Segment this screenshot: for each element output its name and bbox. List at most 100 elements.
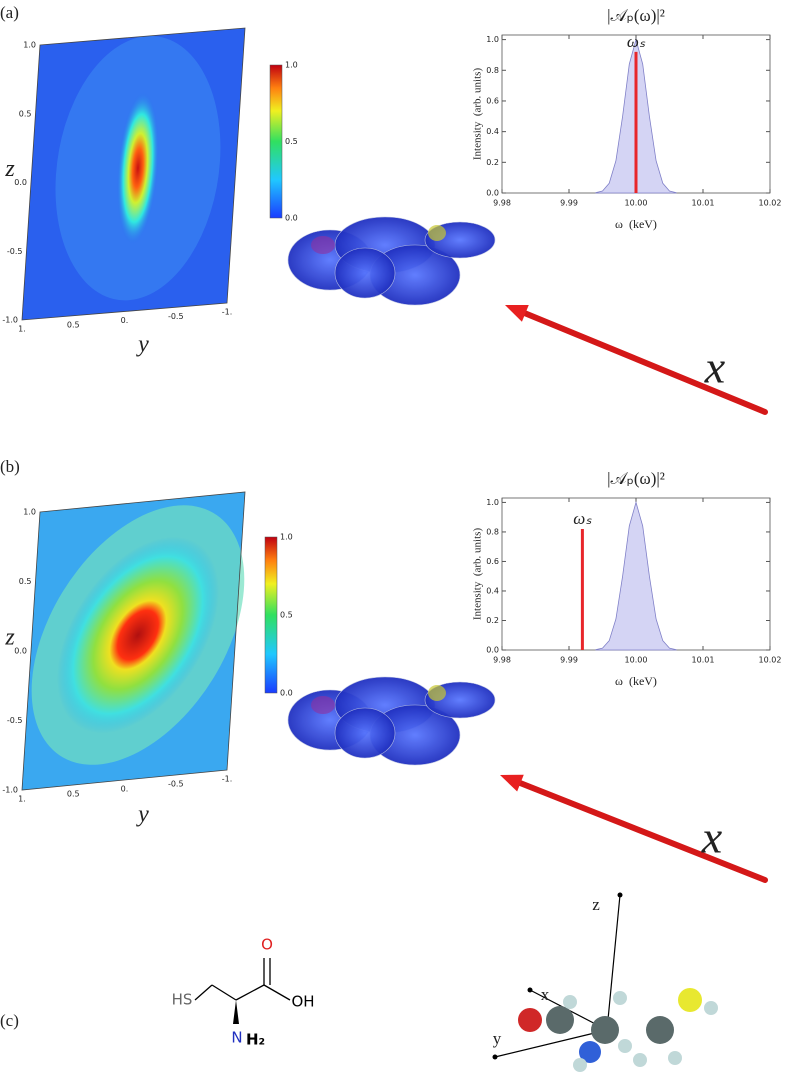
y-tick-label: 0.4	[486, 127, 499, 136]
y-tick-label: 0.6	[486, 557, 499, 566]
z-tick-label: -1.0	[2, 316, 18, 325]
y-tick-label: 1.0	[486, 35, 499, 44]
x-tick-label: 10.01	[692, 199, 715, 208]
beam-label: x	[701, 812, 723, 863]
x-tick-label: 10.00	[625, 656, 648, 665]
y-axis-label: y	[136, 802, 149, 828]
atom	[546, 1006, 574, 1034]
atom	[573, 1058, 587, 1072]
bond	[235, 984, 265, 1001]
atom	[668, 1051, 682, 1065]
x-axis-label: ω (keV)	[615, 217, 657, 231]
y-tick-label: -1.	[222, 308, 233, 317]
y-tick-label: 1.	[18, 325, 26, 334]
x-tick-label: 9.98	[493, 656, 511, 665]
heatmap-frame	[21, 27, 246, 321]
atom	[518, 1008, 542, 1032]
y-tick-label: 0.0	[486, 646, 499, 655]
y-tick-label: 0.5	[67, 320, 80, 329]
colorbar-tick-label: 1.0	[285, 61, 298, 70]
y-tick-label: 0.0	[486, 189, 499, 198]
y-tick-label: 0.8	[486, 66, 499, 75]
z-axis-label: z	[4, 625, 15, 651]
bond	[194, 984, 213, 1001]
molecule-surface	[334, 707, 396, 759]
y-tick-label: -0.5	[168, 780, 184, 789]
z-tick-label: -0.5	[7, 247, 23, 256]
atom	[633, 1053, 647, 1067]
bond	[211, 984, 237, 1001]
axis-arrow	[494, 1029, 608, 1058]
chart-title: |𝒜ₚ(ω)|²	[607, 469, 665, 488]
beam-label: x	[704, 342, 726, 393]
y-axis-label: Intensity (arb. units)	[472, 528, 484, 621]
axis-label: y	[493, 1029, 502, 1048]
molecule-surface	[334, 247, 396, 299]
colorbar-tick-label: 0.5	[285, 137, 298, 146]
x-tick-label: 9.99	[560, 656, 578, 665]
atom	[618, 1039, 632, 1053]
z-tick-label: 1.0	[23, 41, 36, 50]
z-tick-label: 0.0	[14, 647, 27, 656]
y-tick-label: 1.0	[486, 498, 499, 507]
atom	[678, 988, 702, 1012]
spectrum-area	[595, 500, 677, 651]
x-axis-label: ω (keV)	[615, 674, 657, 688]
y-axis-label: y	[136, 332, 149, 358]
atom	[311, 236, 335, 254]
y-tick-label: -0.5	[168, 312, 184, 321]
y-tick-label: 0.	[121, 785, 129, 794]
y-tick-label: 0.4	[486, 586, 499, 595]
y-tick-label: 0.2	[486, 616, 499, 625]
atom	[428, 685, 446, 701]
z-tick-label: 0.5	[19, 577, 32, 586]
x-tick-label: 9.98	[493, 199, 511, 208]
colorbar-tick-label: 0.0	[280, 689, 293, 698]
heatmap-peak	[116, 91, 160, 246]
z-tick-label: -1.0	[2, 786, 18, 795]
x-tick-label: 10.00	[625, 199, 648, 208]
panel-label: (a)	[0, 3, 19, 22]
x-tick-label: 10.02	[759, 656, 782, 665]
chart-title: |𝒜ₚ(ω)|²	[607, 6, 665, 25]
atom	[613, 991, 627, 1005]
y-tick-label: -1.	[222, 775, 233, 784]
heatmap-frame	[21, 491, 246, 791]
y-tick-label: 0.8	[486, 527, 499, 536]
atom	[563, 995, 577, 1009]
atom	[591, 1016, 619, 1044]
y-tick-label: 0.6	[486, 96, 499, 105]
beam-arrow	[522, 310, 768, 415]
colorbar	[264, 536, 278, 694]
y-tick-label: 0.	[121, 316, 129, 325]
wedge-bond	[233, 1000, 239, 1024]
colorbar-tick-label: 0.5	[280, 611, 293, 620]
atom-label: N	[231, 1029, 242, 1047]
colorbar-tick-label: 0.0	[285, 214, 298, 223]
z-tick-label: 0.5	[19, 109, 32, 118]
omega-s-label: ωₛ	[627, 32, 646, 51]
heatmap	[21, 27, 245, 320]
beam-arrow	[517, 780, 768, 883]
axis-tip	[617, 892, 623, 898]
colorbar	[269, 64, 283, 219]
omega-s-label: ωₛ	[573, 509, 592, 528]
axis-label: z	[592, 895, 600, 914]
y-axis-label: Intensity (arb. units)	[472, 68, 484, 161]
atom-label: O	[261, 936, 273, 954]
atom-label: H₂	[246, 1031, 265, 1049]
z-tick-label: 0.0	[14, 178, 27, 187]
atom	[311, 696, 335, 714]
x-tick-label: 10.01	[692, 656, 715, 665]
y-tick-label: 0.5	[67, 790, 80, 799]
atom	[704, 1001, 718, 1015]
panel-label: (b)	[0, 457, 20, 476]
atom	[428, 225, 446, 241]
heatmap	[21, 491, 245, 790]
y-tick-label: 1.	[18, 795, 26, 804]
bond	[263, 984, 291, 1001]
axis-tip	[527, 987, 533, 993]
atom-label: OH	[291, 993, 314, 1011]
z-tick-label: 1.0	[23, 508, 36, 517]
